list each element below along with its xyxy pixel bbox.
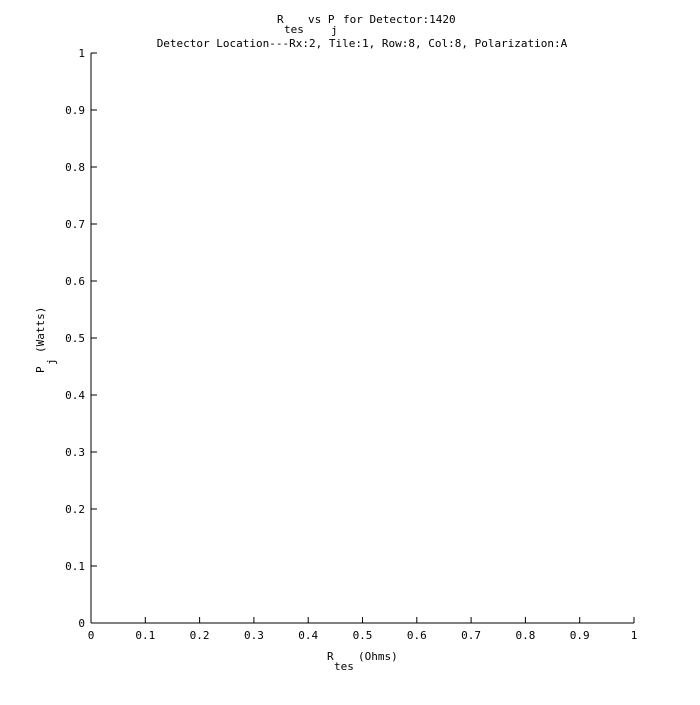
y-tick-label: 0.6 <box>65 275 85 288</box>
x-tick-label: 0.8 <box>515 629 535 642</box>
chart-subtitle: Detector Location---Rx:2, Tile:1, Row:8,… <box>157 37 568 50</box>
chart-title-r: R <box>277 13 284 26</box>
x-tick-label: 0.5 <box>353 629 373 642</box>
x-axis-label-main: R <box>327 650 334 663</box>
x-tick-label: 0.3 <box>244 629 264 642</box>
y-tick-label: 0.7 <box>65 218 85 231</box>
x-axis-label-unit: (Ohms) <box>358 650 398 663</box>
y-tick-label: 0.1 <box>65 560 85 573</box>
y-ticks: 0 0.1 0.2 0.3 0.4 0.5 0.6 0.7 0.8 0.9 1 <box>65 47 97 630</box>
x-tick-label: 1 <box>631 629 638 642</box>
y-axis-label-main: P <box>34 366 47 373</box>
y-tick-label: 0.4 <box>65 389 85 402</box>
x-ticks: 0 0.1 0.2 0.3 0.4 0.5 0.6 0.7 0.8 0.9 1 <box>88 617 638 642</box>
x-tick-label: 0.7 <box>461 629 481 642</box>
y-tick-label: 1 <box>78 47 85 60</box>
x-tick-label: 0 <box>88 629 95 642</box>
y-tick-label: 0.9 <box>65 104 85 117</box>
chart-title-r-sub: tes <box>284 23 304 36</box>
y-tick-label: 0.3 <box>65 446 85 459</box>
chart-title-p-sub: j <box>331 24 338 37</box>
y-tick-label: 0.2 <box>65 503 85 516</box>
chart-title-vs: vs P <box>308 13 335 26</box>
x-tick-label: 0.9 <box>570 629 590 642</box>
y-tick-label: 0 <box>78 617 85 630</box>
x-tick-label: 0.6 <box>407 629 427 642</box>
y-tick-label: 0.8 <box>65 161 85 174</box>
chart-title-rest: for Detector:1420 <box>343 13 456 26</box>
y-axis-label-sub: j <box>45 358 58 365</box>
x-axis-label-sub: tes <box>334 660 354 673</box>
plot-axes <box>90 53 634 624</box>
y-axis-label-unit: (Watts) <box>34 307 47 353</box>
x-tick-label: 0.1 <box>135 629 155 642</box>
x-tick-label: 0.2 <box>190 629 210 642</box>
x-tick-label: 0.4 <box>298 629 318 642</box>
y-tick-label: 0.5 <box>65 332 85 345</box>
